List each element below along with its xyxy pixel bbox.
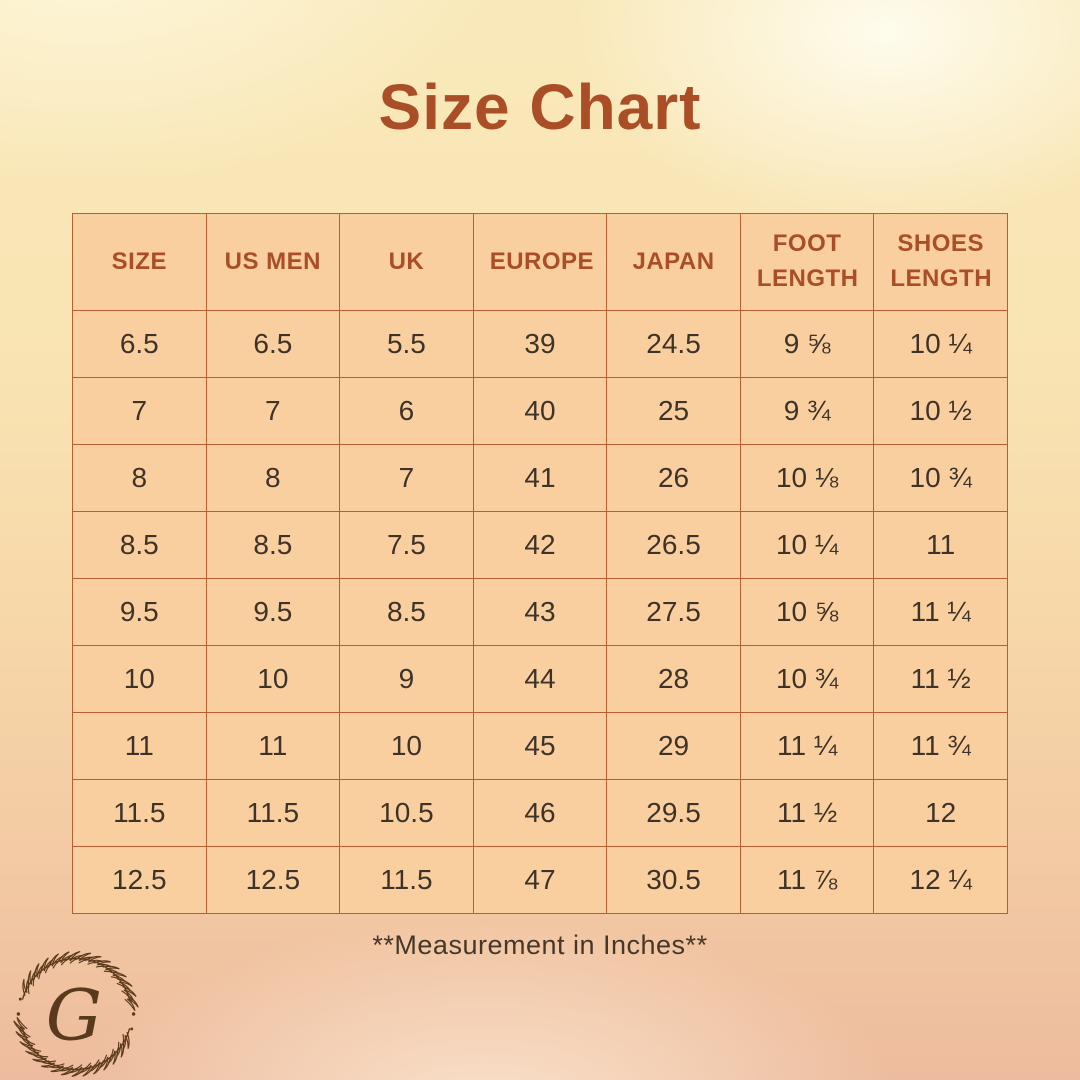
size-cell: 6.5 [205, 310, 341, 378]
size-cell: 10 ¾ [739, 645, 875, 713]
table-row: 12.5 12.5 11.5 47 30.5 11 ⅞ 12 ¼ [72, 846, 1008, 914]
size-cell: 8.5 [339, 578, 474, 646]
table-row: 11.5 11.5 10.5 46 29.5 11 ½ 12 [72, 779, 1008, 847]
size-cell: 8.5 [205, 511, 341, 579]
size-cell: 6 [339, 377, 474, 445]
size-cell: 29.5 [606, 779, 741, 847]
header-row: SIZE US MEN UK EUROPE JAPAN FOOT LENGTH SHOES … [72, 213, 1008, 311]
size-cell: 12.5 [72, 846, 207, 914]
size-cell: 26.5 [606, 511, 741, 579]
size-cell: 10 [205, 645, 341, 713]
size-cell: 25 [606, 377, 741, 445]
size-chart-table: SIZE US MEN UK EUROPE JAPAN FOOT LENGTH SHOES … [72, 213, 1008, 914]
size-cell: 11 ½ [873, 645, 1008, 713]
column-header-uk: UK [339, 213, 474, 311]
size-cell: 8 [72, 444, 207, 512]
size-cell: 9 [339, 645, 474, 713]
wreath-icon: G [12, 950, 140, 1078]
table-row: 10 10 9 44 28 10 ¾ 11 ½ [72, 645, 1008, 713]
size-cell: 26 [606, 444, 741, 512]
size-cell: 47 [472, 846, 608, 914]
column-header-japan: JAPAN [606, 213, 741, 311]
size-cell: 12.5 [205, 846, 341, 914]
size-cell: 46 [472, 779, 608, 847]
size-cell: 11 ½ [739, 779, 875, 847]
size-cell: 8 [205, 444, 341, 512]
table-row: 7 7 6 40 25 9 ¾ 10 ½ [72, 377, 1008, 445]
table-row: 9.5 9.5 8.5 43 27.5 10 ⅝ 11 ¼ [72, 578, 1008, 646]
table-row: 6.5 6.5 5.5 39 24.5 9 ⅝ 10 ¼ [72, 310, 1008, 378]
size-cell: 29 [606, 712, 741, 780]
size-cell: 11 ¼ [873, 578, 1008, 646]
size-cell: 5.5 [339, 310, 474, 378]
size-cell: 10 [339, 712, 474, 780]
table-header: SIZE US MEN UK EUROPE JAPAN FOOT LENGTH SHOES … [72, 213, 1008, 311]
brand-logo: G [12, 950, 140, 1078]
column-header-size: SIZE [72, 213, 207, 311]
size-cell: 30.5 [606, 846, 741, 914]
size-cell: 6.5 [72, 310, 207, 378]
size-cell: 10 ¼ [873, 310, 1008, 378]
size-cell: 11 ⅞ [739, 846, 875, 914]
size-cell: 11 ¾ [873, 712, 1008, 780]
size-cell: 10 [72, 645, 207, 713]
table-row: 11 11 10 45 29 11 ¼ 11 ¾ [72, 712, 1008, 780]
size-cell: 8.5 [72, 511, 207, 579]
size-cell: 43 [472, 578, 608, 646]
size-cell: 24.5 [606, 310, 741, 378]
size-cell: 11 [72, 712, 207, 780]
size-cell: 12 [873, 779, 1008, 847]
table-row: 8.5 8.5 7.5 42 26.5 10 ¼ 11 [72, 511, 1008, 579]
monogram-g: G [46, 975, 102, 1057]
size-cell: 41 [472, 444, 608, 512]
table-row: 8 8 7 41 26 10 ⅛ 10 ¾ [72, 444, 1008, 512]
size-cell: 44 [472, 645, 608, 713]
size-cell: 10 ¼ [739, 511, 875, 579]
size-cell: 9.5 [72, 578, 207, 646]
size-cell: 9.5 [205, 578, 341, 646]
size-cell: 10 ½ [873, 377, 1008, 445]
size-cell: 28 [606, 645, 741, 713]
size-cell: 27.5 [606, 578, 741, 646]
size-cell: 42 [472, 511, 608, 579]
size-cell: 11.5 [72, 779, 207, 847]
size-cell: 39 [472, 310, 608, 378]
size-cell: 7 [339, 444, 474, 512]
column-header-europe: EUROPE [472, 213, 608, 311]
column-header-shoes-length: SHOES LENGTH [873, 213, 1008, 311]
size-cell: 11.5 [205, 779, 341, 847]
size-cell: 10 ⅝ [739, 578, 875, 646]
column-header-us-men: US MEN [205, 213, 341, 311]
size-cell: 45 [472, 712, 608, 780]
size-cell: 12 ¼ [873, 846, 1008, 914]
size-cell: 10 ¾ [873, 444, 1008, 512]
size-cell: 9 ¾ [739, 377, 875, 445]
size-cell: 10.5 [339, 779, 474, 847]
size-cell: 9 ⅝ [739, 310, 875, 378]
size-cell: 7 [205, 377, 341, 445]
size-cell: 10 ⅛ [739, 444, 875, 512]
size-cell: 7.5 [339, 511, 474, 579]
size-cell: 11 [205, 712, 341, 780]
measurement-note: **Measurement in Inches** [372, 930, 708, 960]
size-cell: 11 [873, 511, 1008, 579]
column-header-foot-length: FOOT LENGTH [739, 213, 875, 311]
size-cell: 11 ¼ [739, 712, 875, 780]
size-cell: 40 [472, 377, 608, 445]
size-cell: 11.5 [339, 846, 474, 914]
page-title: Size Chart [378, 71, 702, 143]
size-cell: 7 [72, 377, 207, 445]
